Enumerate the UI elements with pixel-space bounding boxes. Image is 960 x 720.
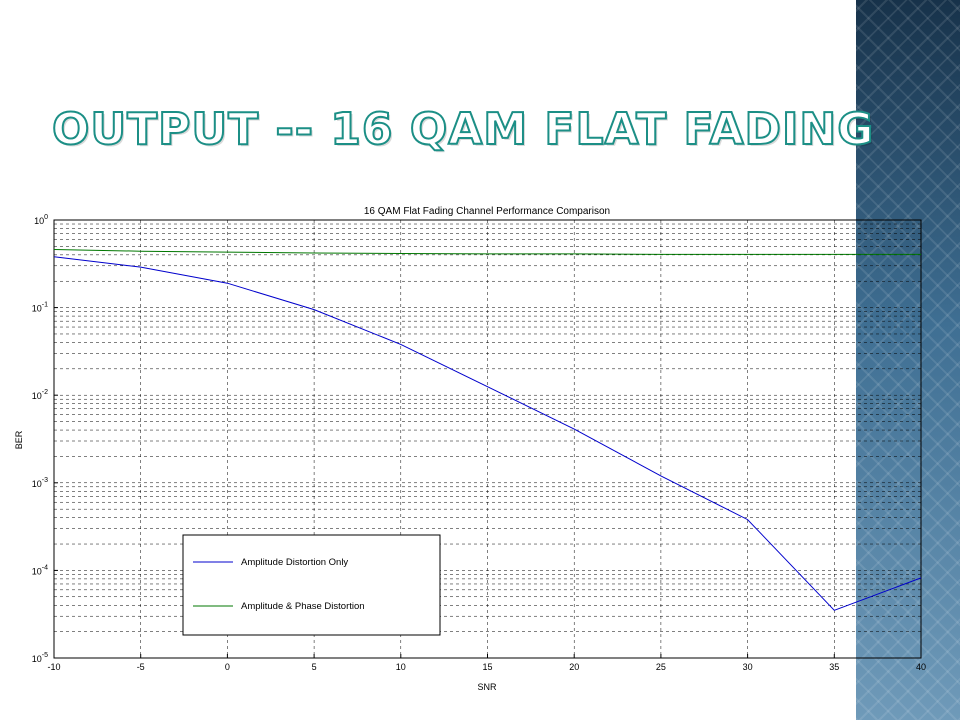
series-line-amplitude-phase (53, 249, 921, 255)
chart-title: 16 QAM Flat Fading Channel Performance C… (364, 206, 610, 217)
slide-title: OUTPUT -- 16 QAM FLAT FADING (51, 103, 875, 156)
ber-chart: -10 -5 0 5 10 15 20 25 30 35 4010010-110-210-310-4… (14, 206, 926, 692)
y-tick-label: 10-5 (32, 652, 48, 664)
x-tick-label: -10 (47, 662, 60, 672)
y-tick-label: 100 (34, 214, 48, 226)
x-tick-label: 30 (743, 662, 753, 672)
legend-box (182, 534, 441, 636)
y-tick-label: 10-4 (32, 564, 48, 576)
x-tick-label: 40 (916, 662, 926, 672)
y-tick-label: 10-3 (32, 477, 48, 489)
legend: Amplitude Distortion Only Amplitude & Ph… (182, 534, 441, 636)
legend-label-amplitude-phase: Amplitude & Phase Distortion (241, 601, 365, 612)
y-tick-exponent: -4 (42, 564, 48, 571)
y-axis-label: BER (14, 430, 24, 449)
x-tick-label: 10 (396, 662, 406, 672)
series-lines (53, 249, 922, 611)
y-tick-label: 10-1 (32, 302, 48, 314)
x-tick-label: 0 (225, 662, 230, 672)
x-tick-label: -5 (137, 662, 145, 672)
y-tick-exponent: -5 (42, 652, 48, 659)
y-tick-label: 10-2 (32, 389, 48, 401)
y-tick-base: 10 (32, 566, 42, 576)
y-tick-base: 10 (32, 391, 42, 401)
series-line-amplitude-only (53, 256, 922, 611)
x-tick-label: 20 (569, 662, 579, 672)
x-tick-label: 25 (656, 662, 666, 672)
y-tick-base: 10 (32, 304, 42, 314)
y-tick-base: 10 (34, 216, 44, 226)
decorative-side-band (856, 0, 960, 720)
x-tick-label: 35 (829, 662, 839, 672)
y-tick-exponent: -2 (42, 389, 48, 396)
x-tick-label: 5 (312, 662, 317, 672)
y-tick-exponent: 0 (44, 214, 48, 221)
axis-ticks: -10 -5 0 5 10 15 20 25 30 35 4010010-110-210-310-4… (32, 214, 926, 672)
x-axis-label: SNR (477, 682, 497, 692)
legend-label-amplitude-only: Amplitude Distortion Only (241, 557, 348, 568)
y-tick-exponent: -3 (42, 477, 48, 484)
x-tick-label: 15 (482, 662, 492, 672)
y-tick-exponent: -1 (42, 302, 48, 309)
y-tick-base: 10 (32, 479, 42, 489)
y-tick-base: 10 (32, 654, 42, 664)
